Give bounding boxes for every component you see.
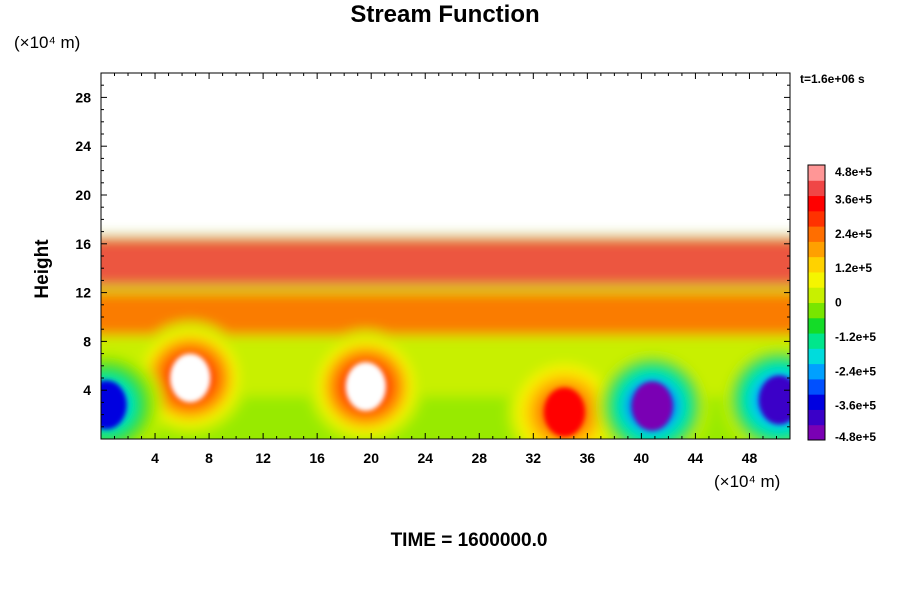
colorbar-frame [807,164,826,441]
colorbar-swatch [808,302,825,319]
x-tick-label: 12 [255,450,271,466]
eddy-4-core [758,375,790,425]
x-tick-label: 16 [309,450,325,466]
colorbar: 4.8e+5 3.6e+5 2.4e+5 1.2e+5 0 -1.2e+5 -2.4e+5 -… [807,164,876,444]
eddy-1-core [345,362,387,411]
y-tick-label: 28 [75,89,91,105]
colorbar-swatch [808,317,825,334]
colorbar-label: -3.6e+5 [835,399,876,413]
y-axis-unit-label: (×10⁴ m) [14,33,81,52]
colorbar-swatch [808,165,825,181]
colorbar-label: -2.4e+5 [835,364,876,378]
y-tick-label: 4 [83,382,91,398]
colorbar-swatch [808,378,825,395]
eddy-0-core [169,353,211,403]
eddy-3-core [631,381,673,431]
colorbar-swatch [808,256,825,273]
colorbar-swatch [808,226,825,242]
eddy-2-core [544,387,585,437]
footer-time-label: TIME = 1600000.0 [390,530,548,551]
x-tick-label: 40 [634,450,650,466]
colorbar-swatch [808,424,825,441]
colorbar-swatch [808,271,825,288]
field-empty-region [101,73,790,235]
colorbar-swatch [808,394,825,410]
time-stamp-label: t=1.6e+06 s [800,72,865,86]
x-tick-label: 44 [688,450,704,466]
x-axis-unit-label: (×10⁴ m) [714,472,781,491]
colorbar-swatch [808,409,825,426]
x-tick-label: 24 [417,450,433,466]
colorbar-label: 0 [835,296,842,310]
colorbar-swatch [808,180,825,197]
x-tick-label: 8 [205,450,213,466]
colorbar-swatch [808,210,825,227]
colorbar-swatch [808,348,825,365]
colorbar-label: -4.8e+5 [835,430,876,444]
colorbar-swatch [808,287,825,303]
colorbar-label: 3.6e+5 [835,192,872,206]
y-tick-label: 24 [75,138,91,154]
field-layer-band-0 [101,237,790,287]
x-tick-label: 20 [363,450,379,466]
eddy-5-core [101,380,127,430]
y-tick-label: 12 [75,285,91,301]
x-axis: 4 8 12 16 20 24 28 32 36 40 44 48 [114,73,777,466]
y-axis: 4 8 12 16 20 24 28 [75,84,790,428]
colorbar-label: 1.2e+5 [835,261,872,275]
colorbar-label: 2.4e+5 [835,227,872,241]
x-tick-label: 32 [526,450,542,466]
colorbar-label: -1.2e+5 [835,330,876,344]
chart-title: Stream Function [350,1,540,28]
y-tick-label: 8 [83,333,91,349]
colorbar-swatch [808,195,825,212]
x-tick-label: 4 [151,450,159,466]
y-tick-label: 20 [75,187,91,203]
y-tick-label: 16 [75,236,91,252]
x-tick-label: 28 [471,450,487,466]
colorbar-label: 4.8e+5 [835,165,872,179]
colorbar-swatch [808,363,825,380]
x-tick-label: 48 [742,450,758,466]
colorbar-swatch [808,333,825,349]
x-tick-label: 36 [580,450,596,466]
colorbar-swatch [808,241,825,258]
contour-field [101,73,790,439]
